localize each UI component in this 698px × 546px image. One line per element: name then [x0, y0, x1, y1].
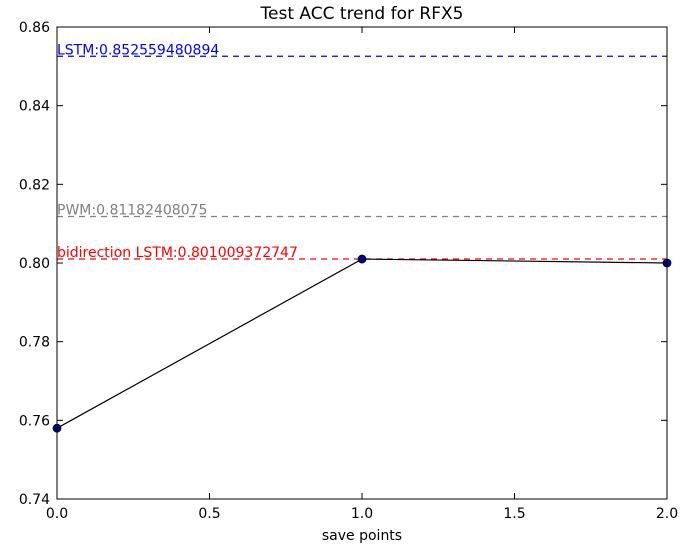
- reference-line-label: LSTM:0.852559480894: [57, 42, 219, 58]
- y-tick-label: 0.78: [19, 335, 50, 351]
- x-tick-label: 1.0: [351, 506, 373, 522]
- series-layer: [52, 254, 672, 433]
- x-axis: 0.0 0.5 1.0 1.5 2.0: [46, 27, 678, 522]
- y-tick-label: 0.84: [19, 99, 50, 115]
- reference-lines: LSTM:0.852559480894 PWM:0.81182408075 bidi…: [57, 42, 667, 261]
- data-point: [357, 254, 367, 264]
- series-line: [56, 258, 668, 429]
- x-tick-label: 2.0: [656, 506, 678, 522]
- reference-line-label: bidirection LSTM:0.801009372747: [57, 245, 298, 261]
- y-tick-label: 0.80: [19, 256, 50, 272]
- x-tick-label: 1.5: [503, 506, 525, 522]
- y-tick-label: 0.74: [19, 492, 50, 508]
- x-tick-label: 0.5: [198, 506, 220, 522]
- y-tick-label: 0.76: [19, 413, 50, 429]
- x-tick-label: 0.0: [46, 506, 68, 522]
- y-tick-label: 0.86: [19, 20, 50, 36]
- reference-line-label: PWM:0.81182408075: [57, 202, 207, 218]
- x-axis-label: save points: [322, 528, 402, 544]
- y-axis: 0.74 0.76 0.78 0.80 0.82 0.84 0.86: [19, 20, 667, 508]
- y-tick-label: 0.82: [19, 177, 50, 193]
- chart-title: Test ACC trend for RFX5: [260, 4, 464, 24]
